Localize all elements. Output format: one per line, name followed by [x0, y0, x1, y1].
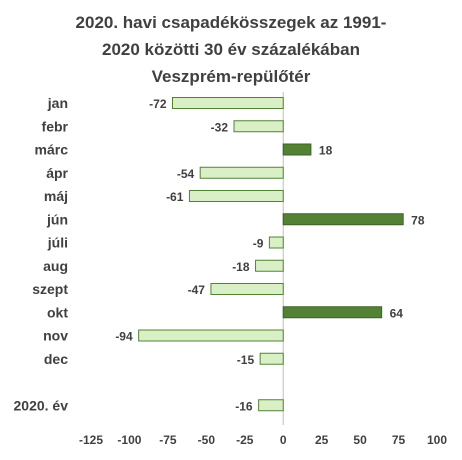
data-label: -32	[211, 120, 229, 134]
bar	[138, 329, 284, 342]
bar	[258, 399, 284, 412]
data-label: -54	[177, 167, 195, 181]
x-tick-label: -75	[159, 433, 177, 447]
category-label: márc	[35, 142, 69, 158]
data-label: -15	[237, 353, 255, 367]
x-tick-label: -100	[117, 433, 141, 447]
bar	[172, 97, 284, 109]
category-label: okt	[47, 304, 68, 320]
bar	[233, 120, 284, 133]
category-label: jún	[46, 211, 68, 227]
category-label: jan	[47, 95, 68, 111]
x-tick-label: 100	[427, 433, 447, 447]
data-label: 64	[390, 306, 404, 320]
data-label: -61	[166, 190, 184, 204]
x-tick-label: 0	[280, 433, 287, 447]
bar	[282, 306, 383, 319]
data-label: -18	[232, 260, 250, 274]
bar	[282, 143, 312, 156]
category-label: aug	[43, 258, 68, 274]
x-tick-label: -50	[198, 433, 216, 447]
x-tick-label: 25	[315, 433, 329, 447]
x-tick-label: 75	[392, 433, 406, 447]
bar	[188, 190, 284, 202]
category-label: dec	[44, 351, 68, 367]
category-label: nov	[43, 328, 68, 344]
category-label: szept	[32, 281, 68, 297]
category-label: ápr	[46, 165, 68, 181]
category-label: 2020. év	[14, 397, 69, 413]
bar	[282, 213, 404, 226]
chart-title-line-3: Veszprém-repülőtér	[152, 67, 311, 86]
data-label: -16	[235, 399, 253, 413]
data-label: -47	[188, 283, 206, 297]
category-label: júli	[47, 235, 68, 251]
bar	[259, 352, 284, 365]
x-tick-label: 50	[353, 433, 367, 447]
bar	[255, 259, 284, 272]
bar	[199, 166, 284, 179]
x-tick-label: -25	[236, 433, 254, 447]
bar	[210, 283, 284, 295]
chart-title: 2020. havi csapadékösszegek az 1991- 202…	[76, 13, 387, 86]
category-label: febr	[42, 118, 69, 134]
data-label: -9	[253, 237, 264, 251]
chart-title-line-2: 2020 közötti 30 év százalékában	[102, 40, 360, 59]
data-label: -94	[115, 330, 133, 344]
chart-title-line-1: 2020. havi csapadékösszegek az 1991-	[76, 13, 387, 32]
data-label: 18	[319, 144, 333, 158]
data-label: -72	[149, 97, 167, 111]
bar	[268, 236, 284, 249]
plot-area: jan -72 febr -32 márc 18 ápr -54 máj -61 jún 78 júli…	[14, 92, 447, 447]
data-label: 78	[411, 213, 425, 227]
x-tick-label: -125	[79, 433, 103, 447]
category-label: máj	[44, 188, 68, 204]
